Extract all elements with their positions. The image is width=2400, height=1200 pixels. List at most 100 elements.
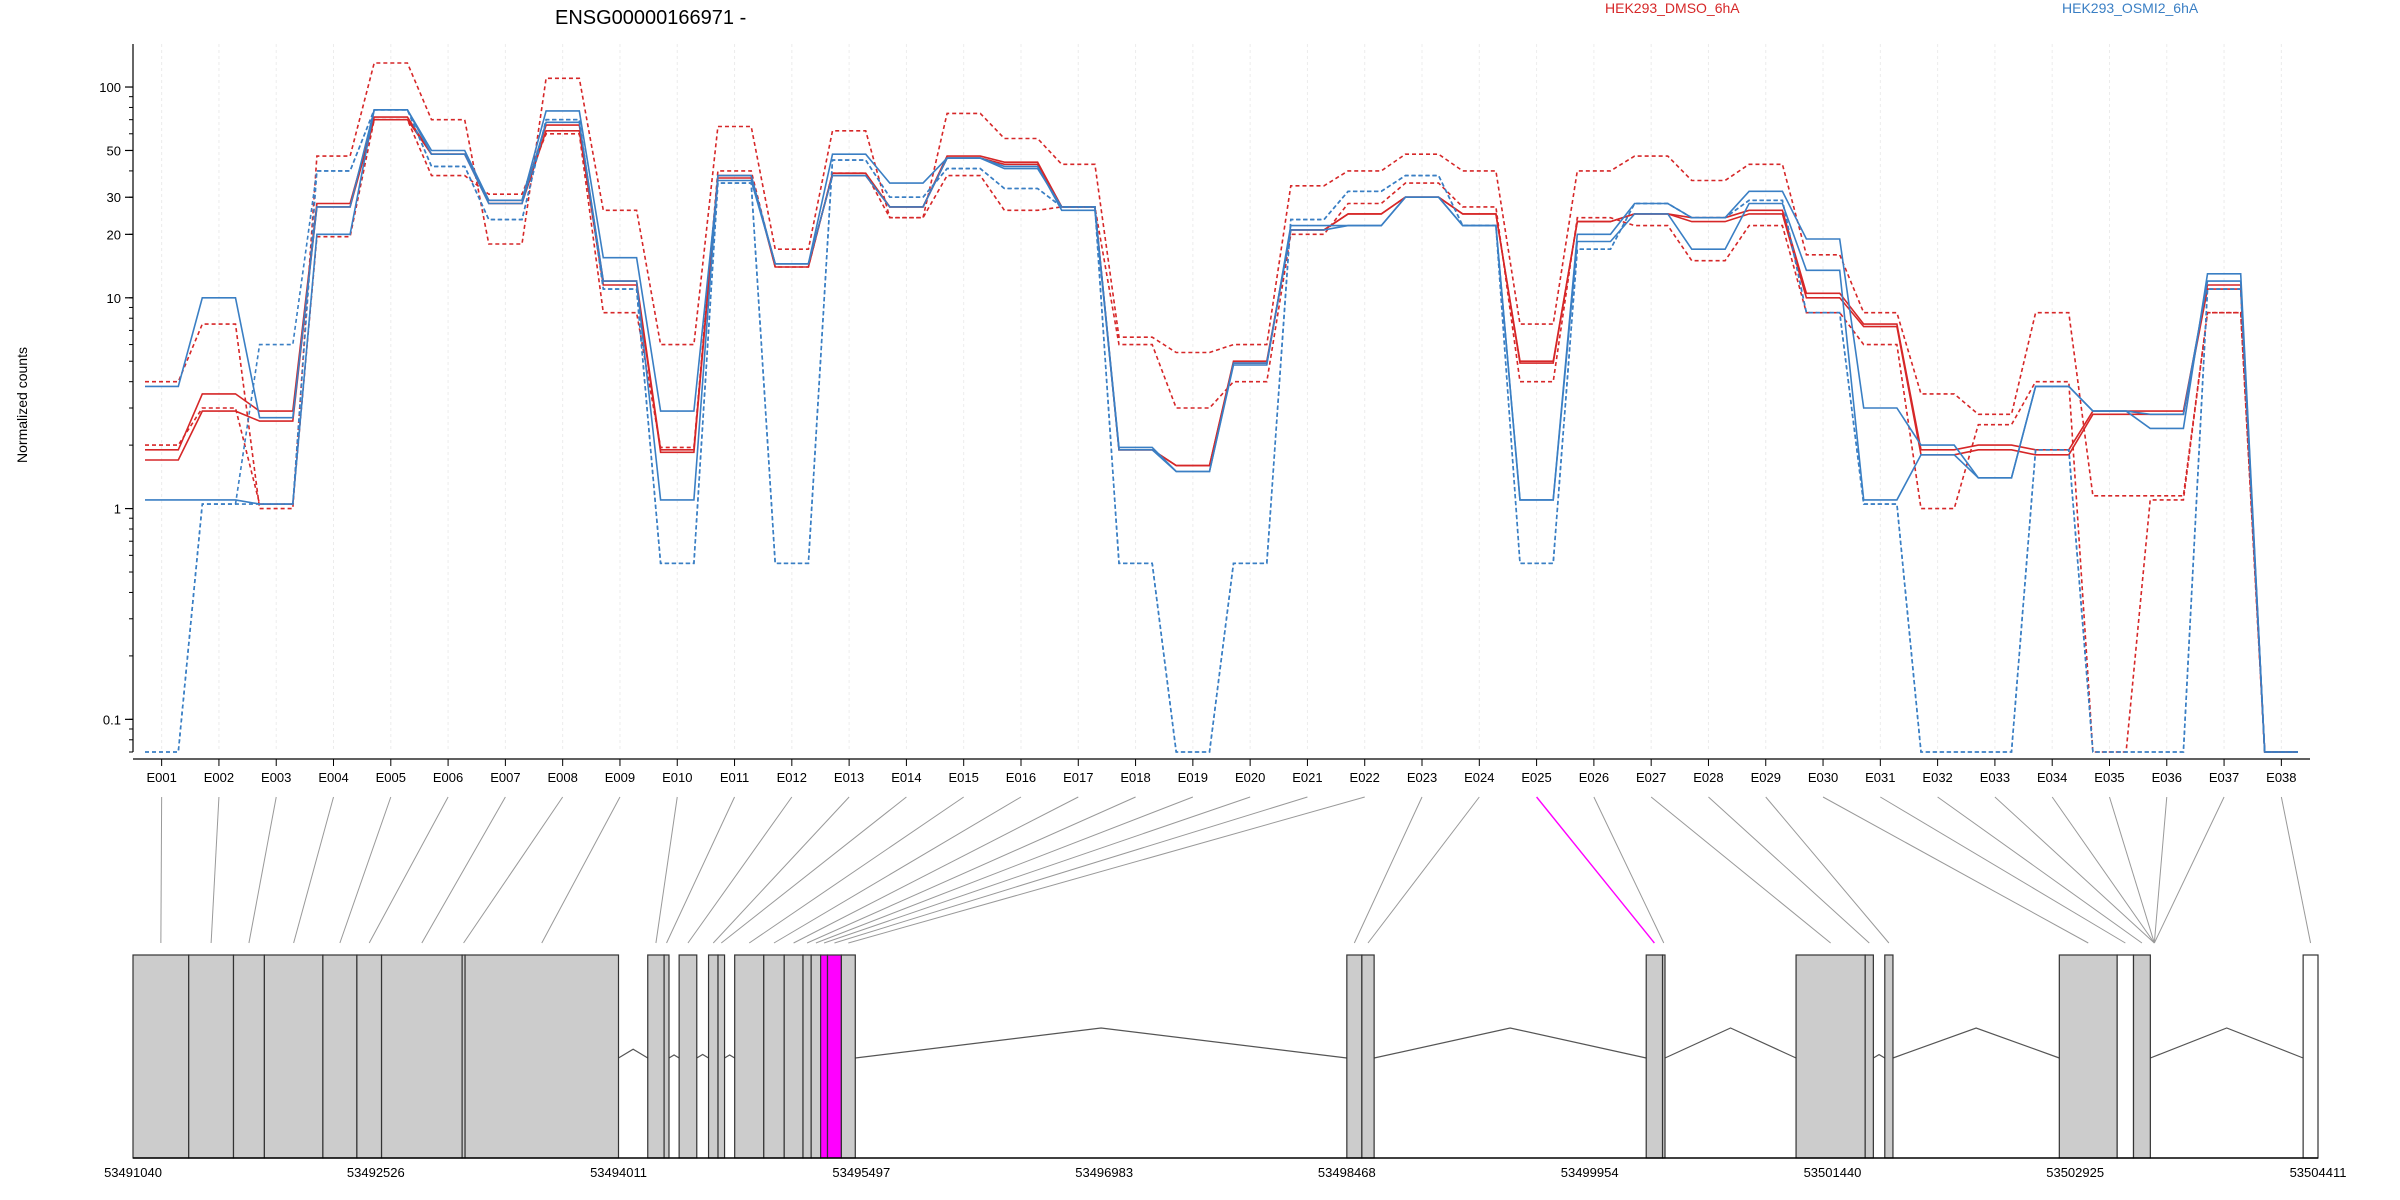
- connector-e002: [210, 796, 220, 944]
- exon-label-e024: E024: [1464, 770, 1494, 785]
- y-tick-label: 100: [99, 80, 121, 95]
- intron: [1373, 1027, 1647, 1059]
- series-line-osmi2-6: [145, 109, 2298, 753]
- connector-e023: [1353, 796, 1423, 944]
- exon-block: [1795, 954, 1866, 1159]
- exon-block: [322, 954, 358, 1159]
- connector-e001: [160, 796, 163, 944]
- exon-block: [1864, 954, 1874, 1159]
- exon-block: [678, 954, 698, 1159]
- exon-label-e012: E012: [777, 770, 807, 785]
- exon-label-e006: E006: [433, 770, 463, 785]
- exon-label-e002: E002: [204, 770, 234, 785]
- exon-block: [783, 954, 804, 1159]
- intron: [2150, 1027, 2304, 1059]
- chart-title: ENSG00000166971 -: [555, 7, 746, 29]
- exon-label-e016: E016: [1006, 770, 1036, 785]
- exon-label-e015: E015: [949, 770, 979, 785]
- intron: [618, 1048, 649, 1059]
- connector-e026: [1593, 796, 1665, 944]
- exon-label-e009: E009: [605, 770, 635, 785]
- connector-e028: [1708, 796, 1870, 944]
- exon-block: [802, 954, 812, 1159]
- exon-block: [663, 954, 670, 1159]
- exon-block: [2132, 954, 2151, 1159]
- exon-block: [840, 954, 856, 1159]
- connector-e013: [712, 796, 850, 944]
- y-tick-label: 20: [107, 227, 121, 242]
- connector-e029: [1765, 796, 1890, 944]
- intron: [855, 1027, 1347, 1059]
- intron: [724, 1054, 735, 1059]
- exon-label-e003: E003: [261, 770, 291, 785]
- exon-block: [717, 954, 726, 1159]
- genomic-coordinate-label: 53496983: [1075, 1165, 1133, 1180]
- gene-model: 53491040 53492526 53494011 53495497 53496983…: [104, 954, 2346, 1180]
- exon-block: [464, 954, 620, 1159]
- exon-label-e020: E020: [1235, 770, 1265, 785]
- axis-labels: 0.1 1 10 20 30 50 100 E001 E002 E003 E004 E005 E006 E…: [99, 80, 2296, 785]
- connector-e034: [2051, 796, 2155, 944]
- connector-e036: [2153, 796, 2168, 944]
- connector-e031: [1880, 796, 2126, 944]
- series-line-osmi2-7: [145, 109, 2298, 753]
- series-line-osmi2-5: [145, 109, 2298, 753]
- intron: [668, 1054, 680, 1059]
- legend-entry-dmso: HEK293_DMSO_6hA: [1605, 0, 1740, 16]
- exon-label-e027: E027: [1636, 770, 1666, 785]
- connector-e005: [339, 796, 392, 944]
- connector-e032: [1937, 796, 2143, 944]
- connector-e037: [2153, 796, 2225, 944]
- exon-label-e021: E021: [1292, 770, 1322, 785]
- connector-e015: [748, 796, 964, 944]
- exon-label-e036: E036: [2152, 770, 2182, 785]
- intron: [1873, 1053, 1886, 1059]
- connector-e019: [815, 796, 1194, 944]
- exon-label-e013: E013: [834, 770, 864, 785]
- connector-e025: [1536, 796, 1655, 944]
- exon-label-e011: E011: [720, 770, 749, 785]
- y-tick-label: 30: [107, 190, 121, 205]
- exon-label-e032: E032: [1922, 770, 1952, 785]
- exon-block: [1361, 954, 1375, 1159]
- legend-entry-osmi2: HEK293_OSMI2_6hA: [2062, 0, 2199, 16]
- exon-block: [810, 954, 822, 1159]
- exon-block: [2058, 954, 2118, 1159]
- connector-e004: [293, 796, 334, 944]
- intron: [696, 1053, 709, 1059]
- connector-e038: [2280, 796, 2312, 944]
- exon-block: [734, 954, 765, 1159]
- series-lines: [145, 62, 2298, 753]
- exon-block: [132, 954, 190, 1159]
- exon-block: [826, 954, 842, 1159]
- y-tick-label: 50: [107, 143, 121, 158]
- exon-block: [2116, 954, 2135, 1159]
- exon-label-e031: E031: [1865, 770, 1895, 785]
- exon-label-e030: E030: [1808, 770, 1838, 785]
- exon-label-e008: E008: [547, 770, 577, 785]
- connector-e030: [1822, 796, 2089, 944]
- connector-e033: [1994, 796, 2155, 944]
- series-line-dmso-0: [145, 116, 2298, 753]
- exon-connectors: [160, 796, 2312, 944]
- exon-block: [232, 954, 265, 1159]
- y-tick-label: 10: [107, 291, 121, 306]
- exon-label-e023: E023: [1407, 770, 1437, 785]
- exon-block: [707, 954, 719, 1159]
- intron: [1664, 1027, 1797, 1059]
- genomic-coordinate-label: 53491040: [104, 1165, 162, 1180]
- series-line-dmso-2: [145, 62, 2298, 753]
- connector-e012: [687, 796, 793, 944]
- exon-block: [647, 954, 665, 1159]
- exon-block: [763, 954, 785, 1159]
- connector-e018: [806, 796, 1136, 944]
- exon-label-e033: E033: [1980, 770, 2010, 785]
- genomic-coordinate-label: 53498468: [1318, 1165, 1376, 1180]
- genomic-coordinate-label: 53501440: [1804, 1165, 1862, 1180]
- exon-label-e029: E029: [1751, 770, 1781, 785]
- exon-label-e028: E028: [1693, 770, 1723, 785]
- exon-label-e022: E022: [1350, 770, 1380, 785]
- genomic-coordinate-label: 53502925: [2046, 1165, 2104, 1180]
- exon-block: [263, 954, 324, 1159]
- connector-e014: [720, 796, 907, 944]
